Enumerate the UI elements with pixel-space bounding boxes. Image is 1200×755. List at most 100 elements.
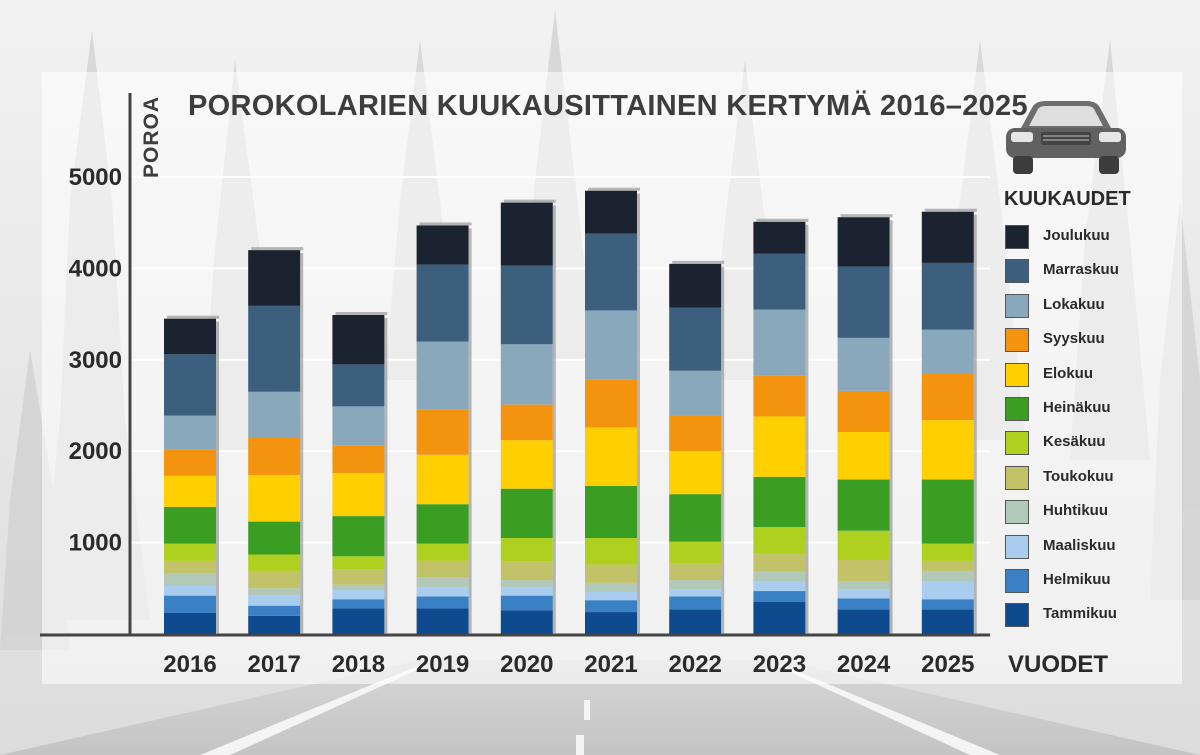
bar-segment-lokakuu-2022 xyxy=(669,370,722,416)
bar-segment-lokakuu-2025 xyxy=(921,329,974,374)
bar-segment-lokakuu-2018 xyxy=(332,406,385,446)
bar-segment-marraskuu-2023 xyxy=(753,253,806,310)
bar-segment-lokakuu-2017 xyxy=(248,391,301,438)
bar-segment-tammikuu-2019 xyxy=(416,608,469,634)
legend-item: Joulukuu xyxy=(1005,222,1155,256)
bar-shadow xyxy=(973,214,977,634)
bar-segment-elokuu-2022 xyxy=(669,451,722,495)
legend-item: Kesäkuu xyxy=(1005,428,1155,462)
bar-shadow-top xyxy=(251,247,304,251)
bar-shadow-top xyxy=(419,222,472,226)
legend-label: Helmikuu xyxy=(1043,570,1111,588)
bar-segment-toukokuu-2016 xyxy=(164,560,216,574)
bar-segment-kesäkuu-2024 xyxy=(837,530,890,560)
bar-shadow xyxy=(384,318,388,634)
bar-segment-maaliskuu-2017 xyxy=(248,595,301,606)
bar-segment-toukokuu-2023 xyxy=(753,553,806,572)
y-axis-label: POROA xyxy=(140,95,163,178)
bar-segment-heinäkuu-2018 xyxy=(332,516,385,557)
legend-item: Elokuu xyxy=(1005,360,1155,394)
x-tick-label: 2021 xyxy=(584,651,637,678)
bar-segment-syyskuu-2020 xyxy=(500,404,553,441)
x-tick-label: 2025 xyxy=(921,651,974,678)
legend-swatch xyxy=(1005,328,1029,353)
bar-segment-kesäkuu-2018 xyxy=(332,556,385,570)
bar-shadow xyxy=(721,266,725,634)
bar-segment-joulukuu-2019 xyxy=(416,225,469,265)
bar-segment-syyskuu-2017 xyxy=(248,437,301,475)
legend-item: Marraskuu xyxy=(1005,256,1155,290)
legend-swatch xyxy=(1005,500,1029,525)
legend-item: Tammikuu xyxy=(1005,600,1155,634)
bar-segment-joulukuu-2023 xyxy=(753,221,806,254)
bar-segment-elokuu-2025 xyxy=(921,420,974,480)
bar-segment-huhtikuu-2024 xyxy=(837,580,890,590)
bar-segment-joulukuu-2025 xyxy=(921,211,974,263)
legend-item: Helmikuu xyxy=(1005,566,1155,600)
bar-segment-joulukuu-2017 xyxy=(248,250,301,306)
bar-shadow xyxy=(552,205,556,635)
bar-shadow-top xyxy=(672,260,725,264)
legend-label: Kesäkuu xyxy=(1043,433,1106,451)
bar-segment-marraskuu-2025 xyxy=(921,262,974,330)
bar-shadow-top xyxy=(588,187,640,191)
bar-segment-toukokuu-2018 xyxy=(332,569,385,585)
bar-segment-syyskuu-2025 xyxy=(921,373,974,421)
bar-segment-helmikuu-2021 xyxy=(585,600,637,613)
legend-swatch xyxy=(1005,225,1029,249)
bar-segment-heinäkuu-2021 xyxy=(585,485,637,539)
bar-segment-maaliskuu-2025 xyxy=(921,580,974,600)
bar-segment-elokuu-2017 xyxy=(248,474,301,522)
legend: Joulukuu Marraskuu Lokakuu Syyskuu Elokuu Hei… xyxy=(1005,222,1155,635)
bar-segment-syyskuu-2023 xyxy=(753,375,806,417)
bar-segment-lokakuu-2016 xyxy=(164,415,216,450)
bar-shadow-top xyxy=(924,208,977,212)
bar-segment-syyskuu-2018 xyxy=(332,445,385,474)
bar-segment-toukokuu-2017 xyxy=(248,570,301,589)
bar-segment-kesäkuu-2025 xyxy=(921,543,974,561)
bar-segment-huhtikuu-2018 xyxy=(332,584,385,591)
legend-swatch xyxy=(1005,362,1029,387)
legend-label: Heinäkuu xyxy=(1043,398,1111,416)
bar-segment-tammikuu-2021 xyxy=(585,612,637,634)
bar-segment-elokuu-2021 xyxy=(585,427,637,486)
legend-label: Huhtikuu xyxy=(1043,502,1108,520)
bar-segment-toukokuu-2022 xyxy=(669,563,722,581)
bar-shadow-top xyxy=(503,199,556,203)
legend-swatch xyxy=(1005,568,1029,593)
bar-segment-marraskuu-2016 xyxy=(164,354,216,416)
bar-segment-kesäkuu-2017 xyxy=(248,554,301,571)
x-tick-label: 2018 xyxy=(332,651,385,678)
bar-segment-joulukuu-2018 xyxy=(332,315,385,365)
bar-segment-helmikuu-2025 xyxy=(921,599,974,610)
bar-segment-helmikuu-2020 xyxy=(500,595,553,611)
bar-segment-joulukuu-2022 xyxy=(669,263,722,308)
bar-segment-marraskuu-2022 xyxy=(669,307,722,371)
bar-segment-huhtikuu-2019 xyxy=(416,577,469,588)
bar-segment-maaliskuu-2016 xyxy=(164,585,216,596)
bar-segment-tammikuu-2022 xyxy=(669,609,722,634)
bar-shadow-top xyxy=(756,218,809,222)
bar-segment-syyskuu-2024 xyxy=(837,390,890,433)
y-tick-label: 5000 xyxy=(69,164,122,191)
legend-title: KUUKAUDET xyxy=(1004,188,1131,210)
bar-segment-kesäkuu-2019 xyxy=(416,543,469,561)
bar-shadow xyxy=(805,224,809,634)
x-tick-label: 2022 xyxy=(669,651,722,678)
bar-segment-elokuu-2024 xyxy=(837,432,890,480)
bar-segment-helmikuu-2017 xyxy=(248,605,301,616)
x-tick-label: 2020 xyxy=(500,651,553,678)
bar-segment-kesäkuu-2016 xyxy=(164,543,216,561)
bar-segment-huhtikuu-2020 xyxy=(500,580,553,588)
bar-segment-helmikuu-2022 xyxy=(669,596,722,610)
x-tick-label: 2017 xyxy=(248,651,301,678)
bar-segment-joulukuu-2016 xyxy=(164,318,216,355)
bar-segment-helmikuu-2019 xyxy=(416,596,469,609)
x-tick-label: 2016 xyxy=(163,651,216,678)
legend-swatch xyxy=(1005,259,1029,284)
legend-label: Elokuu xyxy=(1043,364,1094,382)
bar-segment-toukokuu-2025 xyxy=(921,560,974,571)
legend-swatch xyxy=(1005,465,1029,490)
bar-segment-elokuu-2023 xyxy=(753,416,806,477)
